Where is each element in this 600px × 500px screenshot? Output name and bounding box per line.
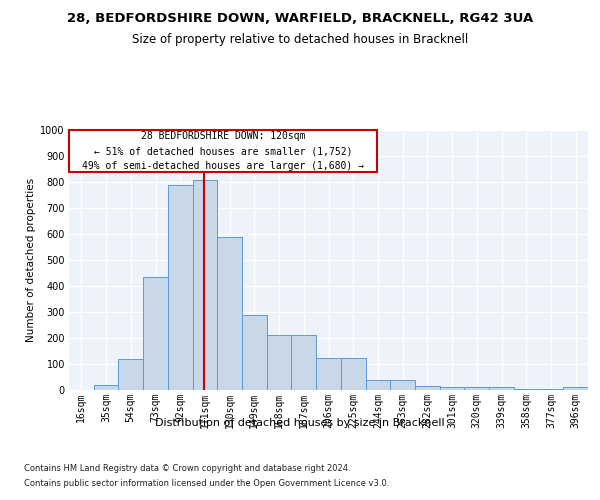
Bar bbox=[440, 388, 464, 390]
Bar bbox=[242, 314, 267, 390]
Bar bbox=[464, 388, 489, 390]
Bar bbox=[514, 388, 539, 390]
Bar bbox=[193, 180, 217, 390]
Bar bbox=[143, 277, 168, 390]
Bar bbox=[390, 380, 415, 390]
Bar bbox=[267, 336, 292, 390]
Bar bbox=[489, 388, 514, 390]
Text: Size of property relative to detached houses in Bracknell: Size of property relative to detached ho… bbox=[132, 32, 468, 46]
Bar bbox=[292, 336, 316, 390]
Bar bbox=[415, 386, 440, 390]
Y-axis label: Number of detached properties: Number of detached properties bbox=[26, 178, 36, 342]
Bar bbox=[168, 184, 193, 390]
Bar bbox=[365, 380, 390, 390]
Bar bbox=[341, 358, 365, 390]
Text: 28 BEDFORDSHIRE DOWN: 120sqm
← 51% of detached houses are smaller (1,752)
49% of: 28 BEDFORDSHIRE DOWN: 120sqm ← 51% of de… bbox=[82, 132, 364, 171]
FancyBboxPatch shape bbox=[69, 130, 377, 172]
Text: Contains HM Land Registry data © Crown copyright and database right 2024.: Contains HM Land Registry data © Crown c… bbox=[24, 464, 350, 473]
Bar bbox=[563, 388, 588, 390]
Bar bbox=[316, 358, 341, 390]
Text: 28, BEDFORDSHIRE DOWN, WARFIELD, BRACKNELL, RG42 3UA: 28, BEDFORDSHIRE DOWN, WARFIELD, BRACKNE… bbox=[67, 12, 533, 26]
Bar bbox=[118, 359, 143, 390]
Bar bbox=[94, 385, 118, 390]
Bar bbox=[217, 236, 242, 390]
Text: Distribution of detached houses by size in Bracknell: Distribution of detached houses by size … bbox=[155, 418, 445, 428]
Bar bbox=[539, 388, 563, 390]
Text: Contains public sector information licensed under the Open Government Licence v3: Contains public sector information licen… bbox=[24, 479, 389, 488]
